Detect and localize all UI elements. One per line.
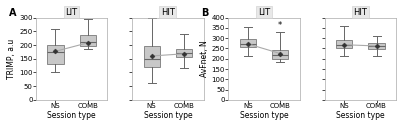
- PathPatch shape: [240, 39, 256, 47]
- PathPatch shape: [272, 50, 288, 59]
- X-axis label: Session type: Session type: [240, 112, 288, 120]
- Text: B: B: [201, 8, 209, 18]
- X-axis label: Session type: Session type: [47, 112, 96, 120]
- PathPatch shape: [144, 46, 160, 67]
- PathPatch shape: [176, 49, 192, 57]
- PathPatch shape: [80, 35, 96, 46]
- Title: LIT: LIT: [66, 8, 78, 17]
- Y-axis label: AvFnet, N: AvFnet, N: [200, 40, 209, 77]
- X-axis label: Session type: Session type: [144, 112, 192, 120]
- Text: *: *: [278, 21, 282, 30]
- PathPatch shape: [336, 40, 352, 48]
- PathPatch shape: [368, 43, 385, 49]
- Title: HIT: HIT: [354, 8, 367, 17]
- X-axis label: Session type: Session type: [336, 112, 385, 120]
- Y-axis label: TRIMP, a.u: TRIMP, a.u: [7, 39, 16, 79]
- Text: A: A: [9, 8, 16, 18]
- Title: LIT: LIT: [258, 8, 270, 17]
- PathPatch shape: [47, 45, 64, 64]
- Title: HIT: HIT: [161, 8, 175, 17]
